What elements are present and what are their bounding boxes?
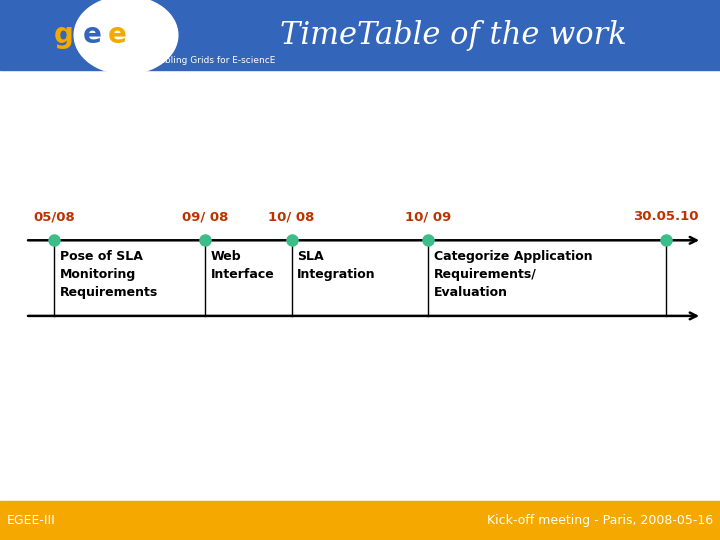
Text: e: e bbox=[108, 21, 127, 49]
Text: Kick-off meeting - Paris, 2008-05-16: Kick-off meeting - Paris, 2008-05-16 bbox=[487, 514, 713, 527]
Text: TimeTable of the work: TimeTable of the work bbox=[280, 19, 627, 51]
Text: 09/ 08: 09/ 08 bbox=[182, 210, 228, 223]
Text: EGEE-III: EGEE-III bbox=[7, 514, 56, 527]
Text: Pose of SLA
Monitoring
Requirements: Pose of SLA Monitoring Requirements bbox=[60, 250, 158, 299]
Circle shape bbox=[74, 0, 178, 74]
Text: Web
Interface: Web Interface bbox=[211, 250, 275, 281]
Text: 10/ 09: 10/ 09 bbox=[405, 210, 451, 223]
Bar bbox=[0, 0, 720, 70]
Text: e: e bbox=[83, 21, 102, 49]
Text: Enabling Grids for E-sciencE: Enabling Grids for E-sciencE bbox=[148, 56, 275, 65]
Text: 10/ 08: 10/ 08 bbox=[269, 210, 315, 223]
Text: SLA
Integration: SLA Integration bbox=[297, 250, 376, 281]
Text: e: e bbox=[25, 21, 44, 49]
Text: 30.05.10: 30.05.10 bbox=[634, 210, 698, 223]
Text: g: g bbox=[54, 21, 74, 49]
Text: Categorize Application
Requirements/
Evaluation: Categorize Application Requirements/ Eva… bbox=[434, 250, 593, 299]
Text: 05/08: 05/08 bbox=[33, 210, 75, 223]
Bar bbox=[0, 501, 720, 540]
